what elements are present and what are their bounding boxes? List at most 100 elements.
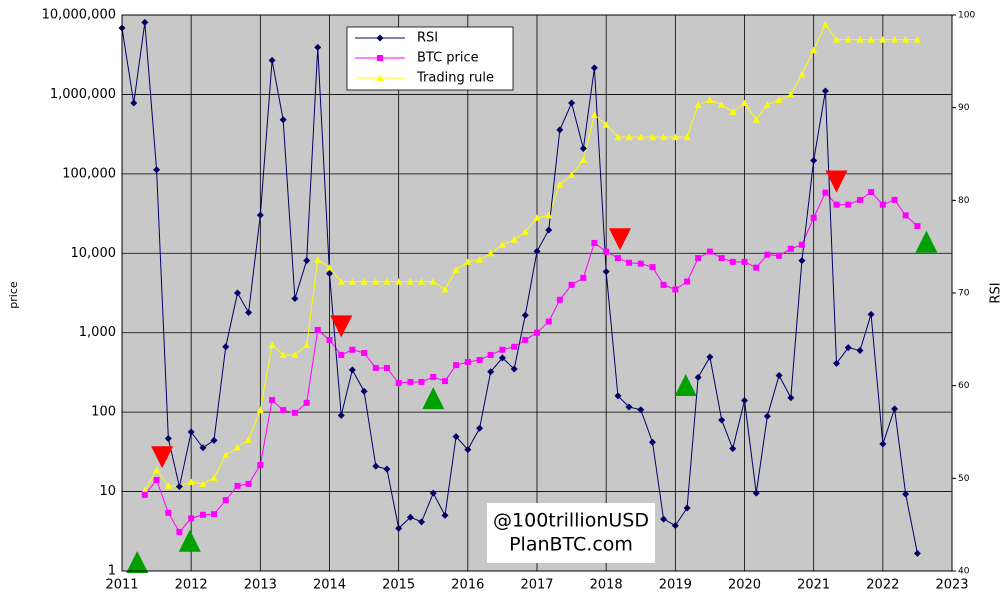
point [280,407,287,414]
point [590,111,598,119]
point [303,257,311,265]
x-tick-label: 2021 [797,578,830,593]
annotation: @100trillionUSD [493,510,649,532]
point [879,440,887,448]
point [821,87,829,95]
point [891,405,899,413]
point [153,166,161,174]
legend-label: Trading rule [416,71,494,86]
point [395,379,402,386]
point [476,256,484,263]
point [376,74,384,81]
point [337,411,345,419]
y2-tick-label: 100 [958,11,975,21]
point [602,121,610,128]
point [417,278,425,285]
point [187,478,195,485]
point [729,108,737,116]
point [671,522,679,530]
sell-signal [609,228,631,251]
point [376,34,384,42]
point [579,144,587,152]
y-tick-label: 1,000 [79,325,116,340]
point [257,462,264,469]
point [683,133,691,141]
point [187,428,195,436]
x-tick-label: 2018 [590,578,623,593]
point [314,326,321,333]
point [868,189,875,196]
point [763,101,771,108]
point [832,36,840,43]
y2-tick-label: 60 [958,381,970,391]
point [377,55,383,61]
buy-signal [126,550,149,573]
point [188,515,195,522]
point [476,356,483,363]
point [706,353,714,361]
point [234,289,242,297]
point [487,249,495,257]
point [787,394,795,402]
point [130,99,138,107]
point [660,281,667,288]
y-tick-label: 100,000 [62,166,116,181]
point [199,480,207,487]
point [752,116,760,123]
point [441,511,449,519]
point [671,133,679,141]
point [141,491,148,498]
point [337,278,345,285]
point [821,20,829,28]
x-tick-label: 2012 [175,578,208,593]
point [683,504,691,512]
x-tick-label: 2011 [105,578,138,593]
point [832,359,840,367]
point [522,336,529,343]
point [372,462,380,470]
point [798,241,805,248]
point [914,223,921,230]
point [891,196,898,203]
point [279,116,287,124]
point [326,264,333,271]
legend-label: RSI [417,31,438,46]
y-tick-label: 1,000,000 [50,87,116,102]
point [775,96,783,104]
point [556,126,564,134]
point [891,36,899,43]
point [545,318,552,325]
point [775,371,783,379]
point [383,465,391,473]
point [718,101,726,108]
point [510,365,518,373]
point [833,201,840,208]
point [637,406,645,414]
point [256,406,264,414]
y2-tick-label: 80 [958,196,970,206]
point [418,378,425,385]
point [452,266,460,273]
y-tick-label: 10,000 [71,246,117,261]
point [498,354,506,362]
point [464,258,472,265]
point [210,474,218,482]
point [498,241,506,248]
point [787,245,794,252]
point [625,403,633,411]
point [602,268,610,276]
buy-signal [422,387,445,410]
point [291,351,299,358]
buy-signal [178,529,201,552]
point [268,56,276,64]
point [175,483,183,491]
point [452,433,460,441]
point [556,296,563,303]
buy-signal [674,373,697,396]
point [521,311,529,319]
point [533,214,541,221]
y2-tick-label: 40 [958,567,970,577]
point [844,344,852,352]
point [256,211,264,219]
point [718,255,725,262]
